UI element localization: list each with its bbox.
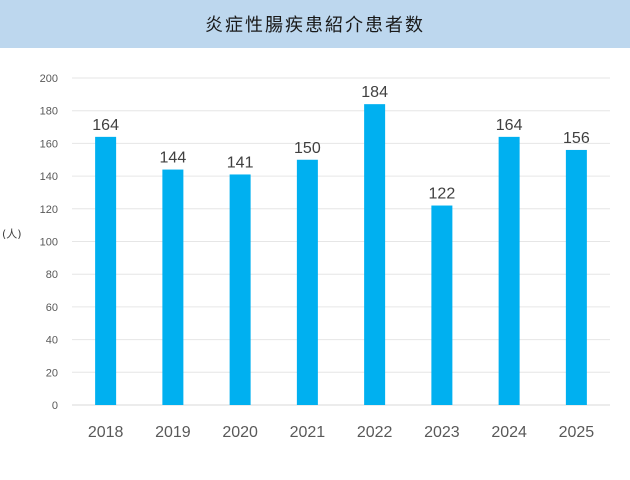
y-tick-label: 20 bbox=[46, 367, 58, 379]
x-tick-label-2025: 2025 bbox=[559, 424, 595, 441]
y-tick-label: 180 bbox=[40, 106, 58, 118]
data-label-2025: 156 bbox=[563, 130, 590, 147]
bar-2023 bbox=[431, 205, 453, 405]
data-label-2020: 141 bbox=[227, 154, 254, 171]
data-label-2021: 150 bbox=[294, 140, 321, 157]
x-tick-label-2019: 2019 bbox=[155, 424, 191, 441]
x-tick-label-2021: 2021 bbox=[290, 424, 326, 441]
x-tick-label-2024: 2024 bbox=[491, 424, 527, 441]
y-tick-label: 60 bbox=[46, 302, 58, 314]
y-tick-label: 0 bbox=[52, 400, 58, 412]
bar-chart: 0 20 40 60 80 100 120 140 160 180 200 164 144 141 150… bbox=[2, 73, 610, 441]
bars bbox=[95, 104, 587, 406]
data-label-2024: 164 bbox=[496, 117, 523, 134]
data-labels: 164 144 141 150 184 122 164 156 bbox=[92, 84, 590, 202]
y-tick-label: 40 bbox=[46, 335, 58, 347]
x-axis-labels: 2018 2019 2020 2021 2022 2023 2024 2025 bbox=[88, 424, 594, 441]
bar-2022 bbox=[364, 104, 386, 405]
y-axis-ticks: 0 20 40 60 80 100 120 140 160 180 200 bbox=[40, 73, 58, 412]
y-tick-label: 100 bbox=[40, 237, 58, 249]
x-tick-label-2018: 2018 bbox=[88, 424, 124, 441]
y-tick-label: 160 bbox=[40, 138, 58, 150]
y-tick-label: 140 bbox=[40, 171, 58, 183]
y-axis-unit-label: (人) bbox=[2, 227, 22, 240]
y-tick-label: 200 bbox=[40, 73, 58, 85]
bar-2019 bbox=[162, 169, 184, 405]
x-tick-label-2020: 2020 bbox=[222, 424, 258, 441]
chart-title: 炎症性腸疾患紹介患者数 bbox=[205, 15, 425, 36]
y-tick-label: 120 bbox=[40, 204, 58, 216]
bar-2024 bbox=[498, 136, 520, 406]
chart-title-banner: 炎症性腸疾患紹介患者数 bbox=[0, 0, 630, 48]
data-label-2023: 122 bbox=[429, 186, 456, 203]
bar-2020 bbox=[229, 174, 251, 405]
data-label-2019: 144 bbox=[160, 150, 187, 167]
gridlines bbox=[72, 77, 610, 373]
data-label-2018: 164 bbox=[92, 117, 119, 134]
bar-2021 bbox=[296, 159, 318, 405]
bar-2018 bbox=[95, 136, 117, 406]
y-tick-label: 80 bbox=[46, 269, 58, 281]
data-label-2022: 184 bbox=[361, 84, 388, 101]
x-tick-label-2022: 2022 bbox=[357, 424, 393, 441]
x-tick-label-2023: 2023 bbox=[424, 424, 460, 441]
bar-2025 bbox=[565, 149, 587, 405]
